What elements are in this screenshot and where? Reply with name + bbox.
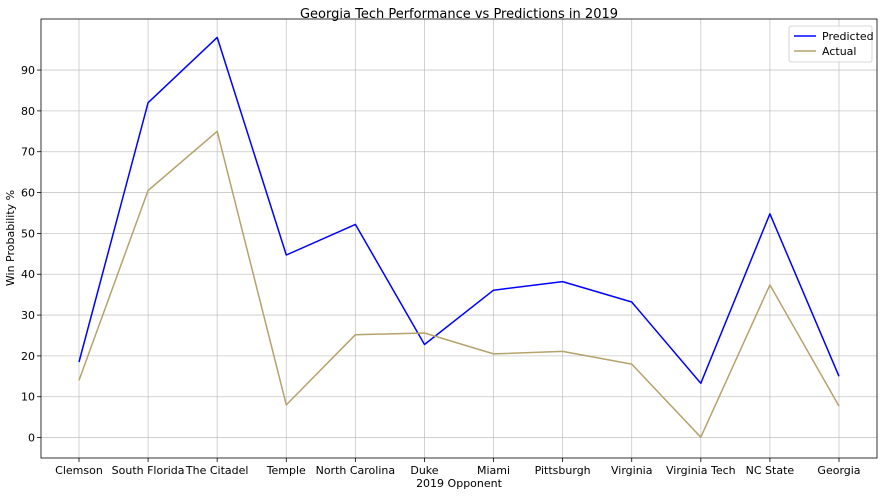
x-tick-label: Pittsburgh	[535, 464, 591, 477]
x-tick-label: NC State	[746, 464, 795, 477]
x-tick-label: Virginia	[611, 464, 652, 477]
chart-title: Georgia Tech Performance vs Predictions …	[300, 7, 618, 22]
series-layer	[78, 36, 840, 438]
y-tick-label: 80	[21, 105, 35, 118]
x-tick-label: Duke	[410, 464, 438, 477]
y-tick-label: 90	[21, 64, 35, 77]
legend-box	[788, 25, 873, 63]
x-axis-label: 2019 Opponent	[416, 477, 503, 490]
x-tick-label: South Florida	[112, 464, 185, 477]
x-tick-label: Virginia Tech	[666, 464, 736, 477]
x-tick-label: Temple	[266, 464, 306, 477]
y-tick-label: 0	[28, 432, 35, 445]
x-tick-label: Georgia	[817, 464, 860, 477]
y-tick-label: 50	[21, 227, 35, 240]
x-tick-label: Clemson	[55, 464, 103, 477]
y-tick-label: 60	[21, 187, 35, 200]
grid	[41, 19, 877, 458]
y-tick-label: 10	[21, 391, 35, 404]
series-line-actual	[78, 130, 840, 438]
plot-frame	[40, 18, 878, 459]
series-line-predicted	[78, 36, 840, 385]
x-tick-label: North Carolina	[316, 464, 396, 477]
y-axis: 0 10 20 30 40 50 60 70 80 90	[21, 64, 41, 445]
legend-label: Predicted	[822, 30, 874, 43]
x-tick-label: The Citadel	[185, 464, 249, 477]
y-tick-label: 40	[21, 268, 35, 281]
legend: Predicted Actual	[788, 25, 874, 63]
x-axis: Clemson South Florida The Citadel Temple Nor…	[55, 458, 861, 477]
y-tick-label: 70	[21, 146, 35, 159]
legend-label: Actual	[822, 45, 856, 58]
x-tick-label: Miami	[477, 464, 510, 477]
y-tick-label: 20	[21, 350, 35, 363]
y-tick-label: 30	[21, 309, 35, 322]
y-axis-label: Win Probability %	[4, 190, 17, 286]
